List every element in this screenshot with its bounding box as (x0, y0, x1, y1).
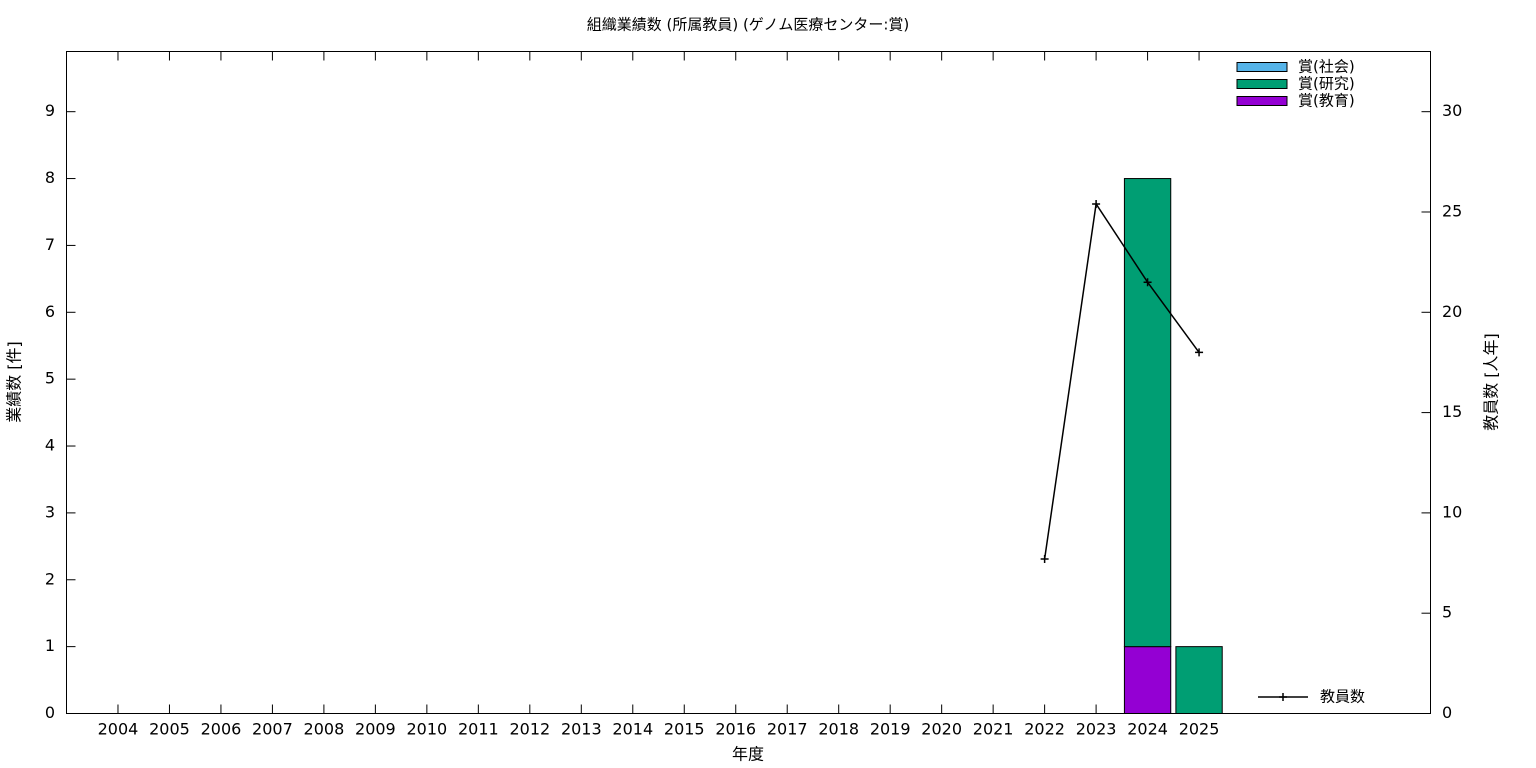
x-tick-label: 2018 (818, 720, 859, 739)
y-tick-label: 9 (45, 101, 55, 120)
x-tick-label: 2023 (1076, 720, 1117, 739)
x-axis-label: 年度 (732, 745, 764, 764)
y2-tick-label: 20 (1442, 302, 1462, 321)
y-axis-label: 業績数 [件] (5, 341, 24, 423)
x-tick-label: 2007 (252, 720, 293, 739)
point (1195, 348, 1204, 357)
x-tick-label: 2008 (304, 720, 345, 739)
plot-frame (66, 51, 1431, 714)
x-tick-label: 2022 (1024, 720, 1065, 739)
x-tick-label: 2014 (612, 720, 653, 739)
x-tick-label: 2025 (1179, 720, 1220, 739)
x-tick-label: 2009 (355, 720, 396, 739)
y2-tick-label: 10 (1442, 502, 1462, 521)
x-tick-label: 2020 (921, 720, 962, 739)
y-tick-label: 8 (45, 168, 55, 187)
point (1092, 199, 1101, 208)
x-tick-label: 2015 (664, 720, 705, 739)
legend-label: 賞(研究) (1298, 75, 1355, 93)
y2-tick-label: 0 (1442, 703, 1452, 722)
bar (1123, 178, 1172, 648)
y-tick-label: 3 (45, 502, 55, 521)
legend-swatch (1236, 96, 1288, 106)
point (1040, 555, 1049, 564)
x-tick-label: 2005 (149, 720, 190, 739)
y-tick-label: 7 (45, 235, 55, 254)
point (1143, 278, 1152, 287)
legend-label: 教員数 (1320, 688, 1365, 706)
x-tick-label: 2004 (98, 720, 139, 739)
y-tick-label: 6 (45, 302, 55, 321)
y2-tick-label: 25 (1442, 201, 1462, 220)
x-tick-label: 2017 (767, 720, 808, 739)
y-tick-label: 1 (45, 636, 55, 655)
y2-tick-label: 15 (1442, 402, 1462, 421)
bar (1123, 646, 1172, 714)
x-tick-label: 2011 (458, 720, 499, 739)
legend-point (1279, 693, 1287, 701)
y-tick-label: 4 (45, 436, 55, 455)
y-tick-label: 2 (45, 569, 55, 588)
y-tick-label: 0 (45, 703, 55, 722)
legend-swatch (1236, 79, 1288, 89)
x-tick-label: 2019 (870, 720, 911, 739)
x-tick-label: 2016 (715, 720, 756, 739)
y2-axis-label: 教員数 [人年] (1482, 333, 1501, 431)
x-tick-label: 2010 (407, 720, 448, 739)
x-tick-label: 2024 (1127, 720, 1168, 739)
x-tick-label: 2021 (973, 720, 1014, 739)
legend-label: 賞(教育) (1298, 92, 1355, 110)
x-tick-label: 2012 (509, 720, 550, 739)
legend-label: 賞(社会) (1298, 58, 1355, 76)
y2-tick-label: 30 (1442, 101, 1462, 120)
y-tick-label: 5 (45, 369, 55, 388)
legend-swatch (1236, 62, 1288, 72)
x-tick-label: 2013 (561, 720, 602, 739)
x-tick-label: 2006 (201, 720, 242, 739)
line (1043, 201, 1200, 560)
chart-title: 組織業績数 (所属教員) (ゲノム医療センター:賞) (587, 16, 910, 34)
y2-tick-label: 5 (1442, 603, 1452, 622)
bar (1175, 646, 1223, 714)
